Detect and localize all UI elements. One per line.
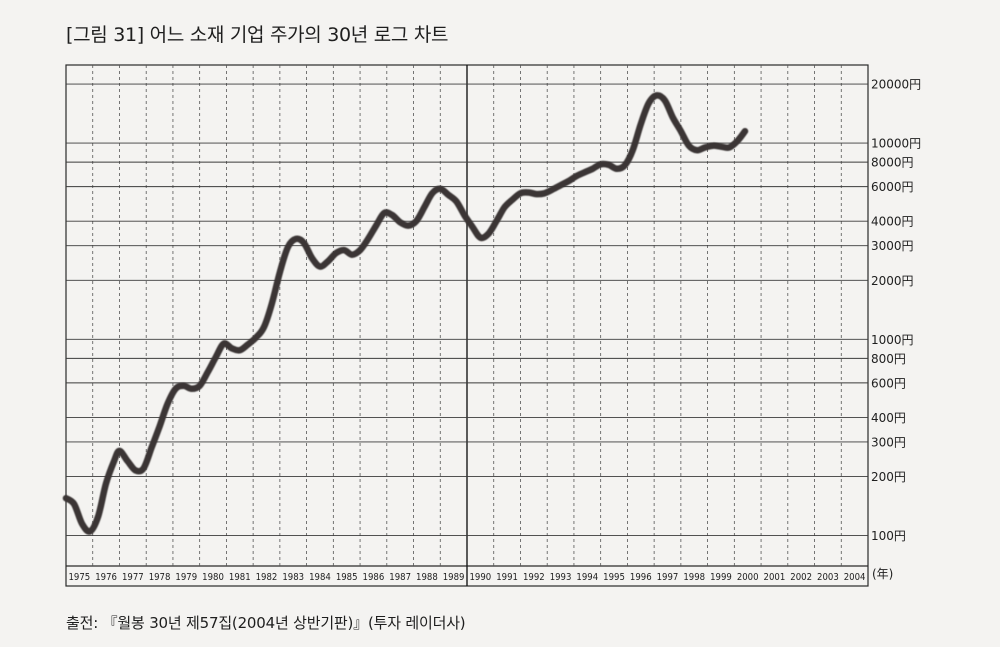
x-tick-label: 1995 (603, 572, 625, 583)
x-tick-label: 1981 (229, 572, 251, 583)
x-tick-label: 1980 (202, 572, 224, 583)
y-tick-label: 4000円 (871, 215, 914, 229)
x-tick-label: 1982 (256, 572, 278, 583)
y-tick-label: 600円 (871, 376, 906, 390)
y-tick-label: 2000円 (871, 274, 914, 288)
chart-source-note: 출전: 『월봉 30년 제57집(2004년 상반기판)』(투자 레이더사) (66, 614, 466, 632)
x-tick-label: 1977 (122, 572, 144, 583)
x-tick-label: 1998 (683, 572, 705, 583)
y-tick-label: 8000円 (871, 156, 914, 170)
x-tick-label: 1991 (496, 572, 518, 583)
x-tick-label: 1983 (282, 572, 304, 583)
x-tick-label: 1976 (95, 572, 117, 583)
x-tick-label: 2004 (844, 572, 866, 583)
x-tick-label: 1985 (336, 572, 358, 583)
y-tick-label: 6000円 (871, 180, 914, 194)
x-tick-label: 1989 (443, 572, 465, 583)
y-tick-label: 1000円 (871, 333, 914, 347)
y-tick-label: 100円 (871, 529, 906, 543)
x-tick-label: 1999 (710, 572, 732, 583)
x-tick-label: 1993 (550, 572, 572, 583)
x-axis-unit: (年) (872, 567, 893, 581)
x-tick-label: 1987 (389, 572, 411, 583)
x-tick-label: 1984 (309, 572, 331, 583)
y-tick-label: 10000円 (871, 137, 921, 151)
x-tick-label: 2002 (790, 572, 812, 583)
x-tick-label: 1986 (363, 572, 385, 583)
chart-title: [그림 31] 어느 소재 기업 주가의 30년 로그 차트 (66, 24, 449, 46)
x-tick-label: 1996 (630, 572, 652, 583)
x-tick-label: 2001 (764, 572, 786, 583)
y-tick-label: 3000円 (871, 239, 914, 253)
x-tick-label: 1994 (576, 572, 598, 583)
x-tick-label: 2000 (737, 572, 759, 583)
x-tick-label: 1979 (175, 572, 197, 583)
y-tick-label: 800円 (871, 352, 906, 366)
x-tick-label: 1988 (416, 572, 438, 583)
price-line-series (62, 92, 749, 535)
y-tick-label: 400円 (871, 411, 906, 425)
x-tick-label: 1975 (68, 572, 90, 583)
x-tick-label: 2003 (817, 572, 839, 583)
x-tick-label: 1978 (149, 572, 171, 583)
x-tick-label: 1990 (469, 572, 491, 583)
x-tick-label: 1992 (523, 572, 545, 583)
y-tick-label: 300円 (871, 435, 906, 449)
y-tick-label: 20000円 (871, 78, 921, 92)
x-tick-label: 1997 (657, 572, 679, 583)
y-tick-label: 200円 (871, 470, 906, 484)
